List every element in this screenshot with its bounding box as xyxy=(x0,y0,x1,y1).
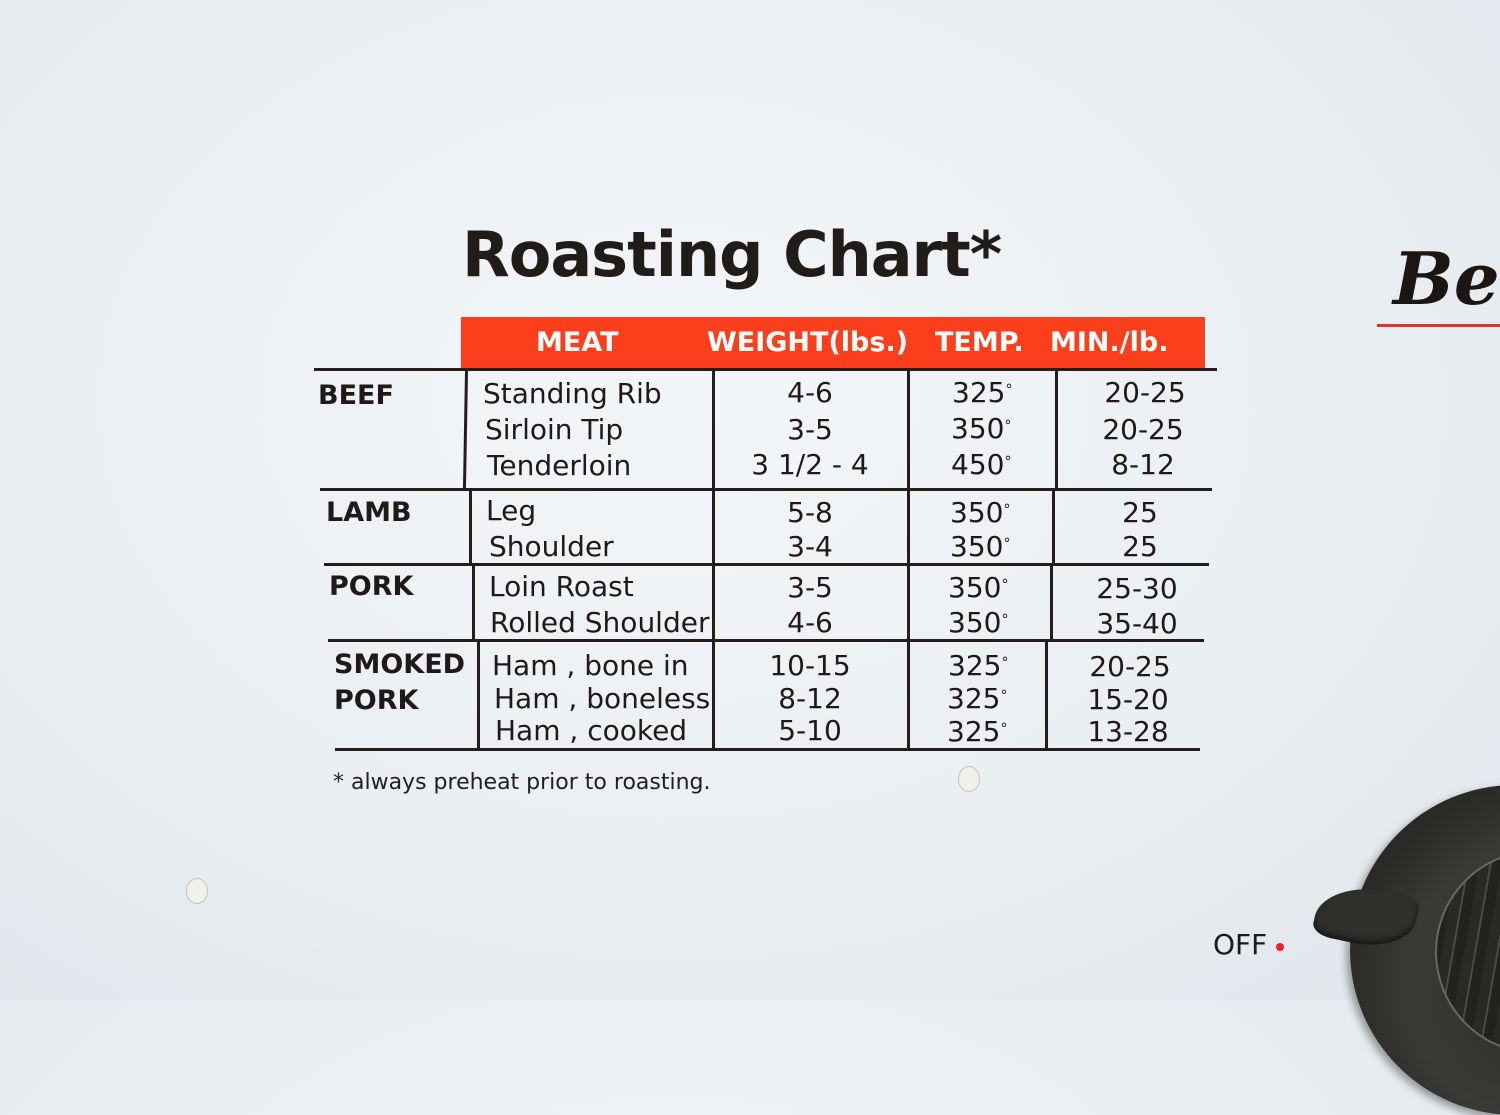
min-per-lb-cell: 25-30 xyxy=(1096,572,1178,605)
meat-cell: Loin Roast xyxy=(489,570,634,603)
degree-symbol: ° xyxy=(1004,418,1012,434)
meat-cell: Sirloin Tip xyxy=(485,413,624,446)
row-divider xyxy=(328,639,1204,642)
degree-symbol: ° xyxy=(1000,688,1008,704)
table-header: MEAT WEIGHT(lbs.) TEMP. MIN./lb. xyxy=(461,317,1205,368)
col-divider xyxy=(469,490,472,566)
min-per-lb-cell: 35-40 xyxy=(1096,607,1178,640)
off-indicator-dot xyxy=(1276,943,1284,951)
temp-cell: 325° xyxy=(947,715,1008,748)
col-header-meat: MEAT xyxy=(536,327,619,358)
temp-cell: 325° xyxy=(947,682,1008,715)
min-per-lb-cell: 25 xyxy=(1122,496,1158,529)
row-divider xyxy=(320,488,1212,491)
col-divider xyxy=(472,565,475,641)
meat-cell: Leg xyxy=(486,494,537,527)
degree-symbol: ° xyxy=(1003,502,1011,518)
degree-symbol: ° xyxy=(1001,655,1009,671)
min-per-lb-cell: 25 xyxy=(1122,530,1158,563)
degree-symbol: ° xyxy=(1001,612,1009,628)
footnote: * always preheat prior to roasting. xyxy=(333,770,711,795)
degree-symbol: ° xyxy=(1001,577,1009,593)
weight-cell: 4-6 xyxy=(787,606,833,639)
col-divider xyxy=(1055,368,1058,490)
meat-cell: Standing Rib xyxy=(483,377,662,410)
col-divider xyxy=(462,368,469,490)
min-per-lb-cell: 15-20 xyxy=(1087,683,1169,716)
category-lamb: LAMB xyxy=(326,497,412,528)
chart-title: Roasting Chart* xyxy=(462,218,1002,291)
temp-cell: 350° xyxy=(948,606,1009,639)
min-per-lb-cell: 20-25 xyxy=(1104,376,1186,409)
brand-underline xyxy=(1377,324,1500,327)
weight-cell: 3-5 xyxy=(787,571,833,604)
temp-cell: 350° xyxy=(951,412,1012,445)
meat-cell: Shoulder xyxy=(489,530,614,563)
temp-cell: 350° xyxy=(950,496,1011,529)
row-divider xyxy=(335,748,1200,751)
weight-cell: 5-8 xyxy=(787,496,833,529)
temp-cell: 325° xyxy=(952,376,1013,409)
category-smoked-pork: SMOKED PORK xyxy=(334,649,466,716)
degree-symbol: ° xyxy=(1005,382,1013,398)
weight-cell: 3-5 xyxy=(787,413,833,446)
weight-cell: 3-4 xyxy=(787,530,833,563)
row-divider xyxy=(314,368,1217,371)
meat-cell: Ham , bone in xyxy=(492,649,689,682)
row-divider xyxy=(324,563,1209,566)
category-pork: PORK xyxy=(329,571,414,602)
brand-logo: Bet xyxy=(1393,236,1500,321)
col-divider xyxy=(1050,565,1053,641)
col-divider xyxy=(477,641,480,750)
meat-cell: Tenderloin xyxy=(487,449,632,482)
col-header-weight: WEIGHT(lbs.) xyxy=(707,327,909,358)
col-header-temp: TEMP. xyxy=(935,327,1024,358)
weight-cell: 8-12 xyxy=(778,682,842,715)
min-per-lb-cell: 20-25 xyxy=(1089,650,1171,683)
col-divider xyxy=(712,368,715,750)
min-per-lb-cell: 8-12 xyxy=(1111,448,1175,481)
min-per-lb-cell: 13-28 xyxy=(1087,715,1169,748)
weight-cell: 5-10 xyxy=(778,714,842,747)
min-per-lb-cell: 20-25 xyxy=(1102,413,1184,446)
weight-cell: 4-6 xyxy=(787,376,833,409)
category-beef: BEEF xyxy=(318,380,394,411)
meat-cell: Ham , cooked xyxy=(495,714,688,747)
weight-cell: 3 1/2 - 4 xyxy=(751,448,869,481)
meat-cell: Ham , boneless xyxy=(494,682,711,715)
degree-symbol: ° xyxy=(1004,454,1012,470)
meat-cell: Rolled Shoulder xyxy=(490,606,710,639)
temp-cell: 350° xyxy=(950,530,1011,563)
temp-cell: 450° xyxy=(951,448,1012,481)
col-divider xyxy=(1045,641,1048,750)
degree-symbol: ° xyxy=(1003,536,1011,552)
col-header-min-per-lb: MIN./lb. xyxy=(1050,327,1169,358)
col-divider xyxy=(907,368,910,750)
screw-head xyxy=(186,878,208,904)
temp-cell: 325° xyxy=(948,649,1009,682)
weight-cell: 10-15 xyxy=(769,649,851,682)
degree-symbol: ° xyxy=(1000,721,1008,737)
off-label: OFF xyxy=(1213,928,1268,961)
col-divider xyxy=(1052,490,1055,566)
screw-head xyxy=(958,766,980,792)
temp-cell: 350° xyxy=(948,571,1009,604)
